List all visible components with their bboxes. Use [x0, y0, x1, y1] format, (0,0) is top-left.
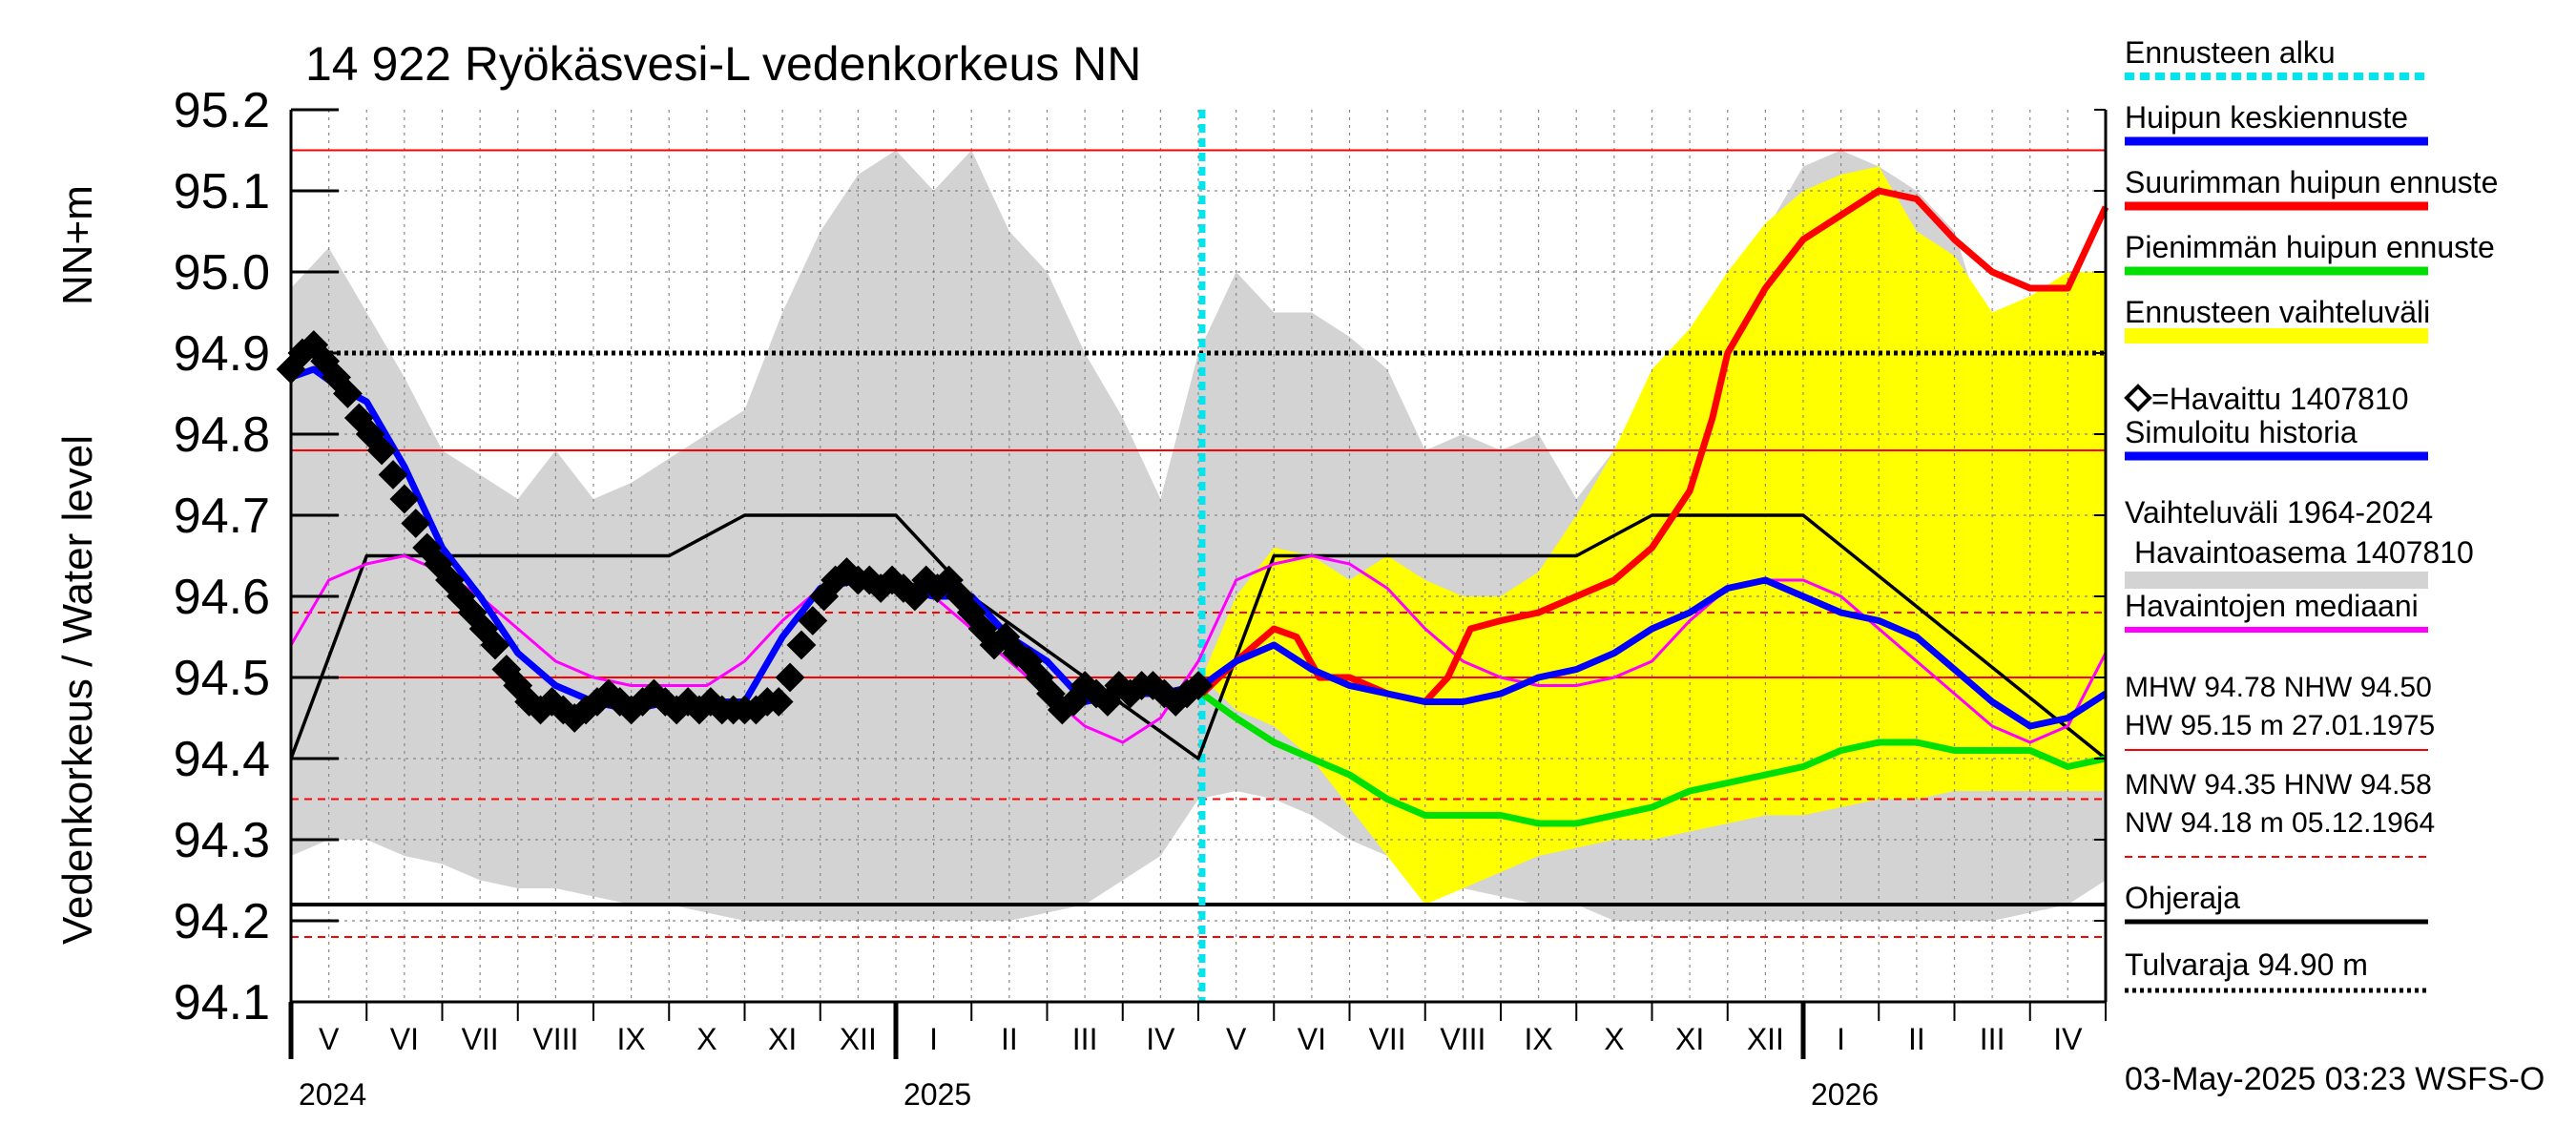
- month-label: VI: [390, 1022, 419, 1056]
- footer-timestamp: 03-May-2025 03:23 WSFS-O: [2125, 1061, 2545, 1097]
- legend-max-peak-forecast-label: Suurimman huipun ennuste: [2125, 165, 2498, 199]
- month-label: VIII: [1440, 1022, 1485, 1056]
- month-label: IX: [1525, 1022, 1553, 1056]
- observed-point: [366, 435, 397, 466]
- mean-peak-forecast-line: [1199, 576, 2108, 730]
- y-axis-unit-label: NN+m: [54, 185, 101, 305]
- observed-point: [673, 687, 703, 717]
- y-tick-label: 94.3: [174, 813, 270, 868]
- y-tick-label: 95.0: [174, 245, 270, 301]
- stats-nw: NW 94.18 m 05.12.1964: [2125, 807, 2435, 839]
- month-label: VII: [462, 1022, 499, 1056]
- legend-station-label: Havaintoasema 1407810: [2134, 535, 2474, 570]
- month-label: III: [1072, 1022, 1098, 1056]
- month-label: V: [319, 1022, 340, 1056]
- y-axis-label: Vedenkorkeus / Water level: [54, 435, 101, 945]
- month-label: II: [1908, 1022, 1925, 1056]
- observed-point: [798, 606, 828, 635]
- y-tick-label: 94.6: [174, 570, 270, 625]
- month-label: VIII: [532, 1022, 578, 1056]
- month-label: IV: [2053, 1022, 2083, 1056]
- observed-point: [333, 379, 363, 408]
- y-tick-label: 94.5: [174, 651, 270, 706]
- month-label: XI: [1675, 1022, 1704, 1056]
- month-label: I: [929, 1022, 938, 1056]
- observed-point: [1183, 671, 1214, 700]
- legend-forecast-start-label: Ennusteen alku: [2125, 35, 2336, 70]
- y-tick-label: 95.2: [174, 83, 270, 138]
- year-label: 2024: [299, 1077, 366, 1112]
- legend-simulated-history-label: Simuloitu historia: [2125, 415, 2358, 449]
- year-label: 2025: [904, 1077, 971, 1112]
- month-label: XI: [768, 1022, 797, 1056]
- legend-observed-label: =Havaittu 1407810: [2151, 382, 2409, 416]
- y-tick-label: 94.9: [174, 326, 270, 382]
- month-label: X: [696, 1022, 717, 1056]
- month-label: I: [1837, 1022, 1845, 1056]
- legend-mean-peak-forecast-label: Huipun keskiennuste: [2125, 100, 2408, 135]
- y-tick-label: 94.2: [174, 894, 270, 949]
- observed-point: [1149, 678, 1179, 709]
- legend-historical-range-label: Vaihteluväli 1964-2024: [2125, 495, 2433, 530]
- legend: Ennusteen alku Huipun keskiennuste Suurimm…: [2124, 35, 2498, 993]
- min-peak-forecast-line: [1199, 691, 2107, 827]
- observed-point: [763, 687, 794, 717]
- observed-point: [514, 687, 545, 717]
- y-tick-label: 94.8: [174, 407, 270, 463]
- month-label: X: [1604, 1022, 1624, 1056]
- observed-point: [401, 509, 431, 538]
- chart-title: 14 922 Ryökäsvesi-L vedenkorkeus NN: [305, 37, 1141, 91]
- observed-point: [1104, 671, 1134, 700]
- legend-ohjeraja-label: Ohjeraja: [2125, 881, 2240, 915]
- observed-point: [786, 630, 817, 660]
- observed-point: [1070, 671, 1100, 700]
- observed-point: [378, 460, 408, 489]
- observed-point: [389, 484, 420, 514]
- observed-point: [775, 662, 805, 693]
- month-label: II: [1001, 1022, 1018, 1056]
- month-label: IV: [1146, 1022, 1175, 1056]
- month-label: XII: [840, 1022, 877, 1056]
- month-label: XII: [1747, 1022, 1784, 1056]
- series-layer: [276, 187, 2109, 827]
- observed-point: [480, 630, 510, 660]
- stats-mnw-hnw: MNW 94.35 HNW 94.58: [2125, 769, 2432, 801]
- legend-forecast-range-label: Ennusteen vaihteluväli: [2125, 295, 2430, 329]
- axes-layer: 94.1 94.2 94.3 94.4 94.5 94.6 94.7 94.8 94.9 95.0…: [174, 83, 2108, 1112]
- y-tick-label: 94.1: [174, 975, 270, 1030]
- stats-mhw-nhw: MHW 94.78 NHW 94.50: [2125, 672, 2432, 703]
- stats-hw: HW 95.15 m 27.01.1975: [2125, 710, 2435, 741]
- month-label: VII: [1369, 1022, 1406, 1056]
- y-tick-label: 94.4: [174, 732, 270, 787]
- legend-tulvaraja-label: Tulvaraja 94.90 m: [2125, 947, 2368, 982]
- month-label: VI: [1298, 1022, 1326, 1056]
- month-label: V: [1226, 1022, 1247, 1056]
- y-tick-label: 94.7: [174, 489, 270, 544]
- observed-point: [854, 565, 884, 595]
- median-line: [289, 554, 2108, 744]
- legend-observed-marker: [2124, 384, 2152, 412]
- year-label: 2026: [1811, 1077, 1879, 1112]
- month-label: IX: [617, 1022, 646, 1056]
- legend-min-peak-forecast-label: Pienimmän huipun ennuste: [2125, 230, 2495, 264]
- month-label: III: [1980, 1022, 2005, 1056]
- legend-median-label: Havaintojen mediaani: [2125, 589, 2419, 623]
- observed-point: [696, 687, 726, 717]
- y-tick-label: 95.1: [174, 164, 270, 219]
